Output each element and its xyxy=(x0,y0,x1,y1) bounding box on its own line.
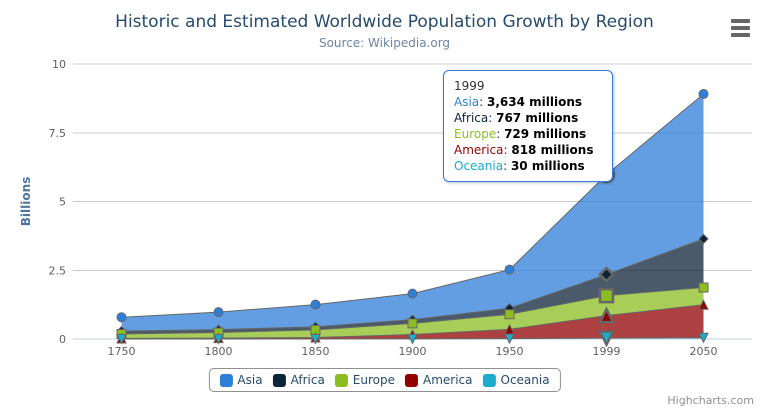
tooltip-row-asia: Asia: 3,634 millions xyxy=(454,94,602,110)
data-point-marker-europe[interactable] xyxy=(504,309,515,320)
data-point-marker-asia[interactable] xyxy=(698,89,709,100)
y-axis-label: 10 xyxy=(52,58,66,71)
data-point-marker-oceania[interactable] xyxy=(597,330,616,348)
data-point-marker-america[interactable] xyxy=(597,306,616,324)
legend-label: Asia xyxy=(237,373,263,387)
legend-swatch-icon xyxy=(482,373,496,387)
data-point-marker-asia[interactable] xyxy=(504,264,515,275)
data-point-marker-asia[interactable] xyxy=(213,307,224,318)
tooltip-row-oceania: Oceania: 30 millions xyxy=(454,158,602,174)
data-point-marker-asia[interactable] xyxy=(310,299,321,310)
legend-item-africa[interactable]: Africa xyxy=(272,373,325,387)
tooltip-row-europe: Europe: 729 millions xyxy=(454,126,602,142)
tooltip-value: 729 millions xyxy=(504,127,587,141)
x-axis-label: 1850 xyxy=(302,345,330,358)
highcharts-credit[interactable]: Highcharts.com xyxy=(667,394,754,407)
chart-subtitle: Source: Wikipedia.org xyxy=(318,36,451,50)
tooltip-series-name: America xyxy=(454,143,504,157)
data-point-marker-africa[interactable] xyxy=(698,233,709,245)
legend-swatch-icon xyxy=(219,373,233,387)
x-axis-label: 1950 xyxy=(496,345,524,358)
tooltip-series-name: Europe xyxy=(454,127,497,141)
y-axis-label: 5 xyxy=(59,196,66,209)
tooltip-value: 30 millions xyxy=(510,159,585,173)
hamburger-icon xyxy=(731,26,750,30)
hamburger-icon xyxy=(731,33,750,37)
data-point-marker-africa[interactable] xyxy=(598,266,615,283)
tooltip-series-name: Oceania xyxy=(454,159,504,173)
legend-swatch-icon xyxy=(405,373,419,387)
y-axis-label: 2.5 xyxy=(49,264,67,277)
tooltip-value: 3,634 millions xyxy=(487,95,583,109)
data-point-marker-europe[interactable] xyxy=(598,287,615,304)
data-point-marker-asia[interactable] xyxy=(116,312,127,323)
area-asia xyxy=(121,94,704,332)
x-axis-label: 1750 xyxy=(108,345,136,358)
data-point-marker-asia[interactable] xyxy=(407,288,418,299)
tooltip-series-name: Africa xyxy=(454,111,489,125)
legend-label: Africa xyxy=(290,373,325,387)
legend-item-america[interactable]: America xyxy=(405,373,473,387)
tooltip-value: 818 millions xyxy=(511,143,594,157)
legend-label: Europe xyxy=(352,373,396,387)
legend-swatch-icon xyxy=(272,373,286,387)
tooltip-series-name: Asia xyxy=(454,95,480,109)
data-point-marker-america[interactable] xyxy=(698,299,709,310)
tooltip-separator: : xyxy=(496,127,505,141)
export-menu-button[interactable] xyxy=(731,19,750,37)
area-africa xyxy=(121,238,704,334)
hamburger-icon xyxy=(731,19,750,23)
area-america xyxy=(121,304,704,339)
tooltip-separator: : xyxy=(503,143,512,157)
tooltip-separator: : xyxy=(503,159,511,173)
data-point-marker-oceania[interactable] xyxy=(407,333,418,345)
tooltip-row-america: America: 818 millions xyxy=(454,142,602,158)
x-axis-label: 1999 xyxy=(593,345,621,358)
legend-swatch-icon xyxy=(334,373,348,387)
legend-item-europe[interactable]: Europe xyxy=(334,373,396,387)
tooltip-separator: : xyxy=(488,111,497,125)
chart-title: Historic and Estimated Worldwide Populat… xyxy=(115,12,654,32)
tooltip: 1999 Asia: 3,634 millions Africa: 767 mil… xyxy=(443,70,613,182)
y-axis-label: 7.5 xyxy=(49,127,67,140)
legend-item-oceania[interactable]: Oceania xyxy=(482,373,550,387)
data-point-marker-europe[interactable] xyxy=(698,282,709,293)
data-point-marker-oceania[interactable] xyxy=(310,333,321,345)
data-point-marker-oceania[interactable] xyxy=(213,333,224,345)
x-axis-label: 1900 xyxy=(399,345,427,358)
x-axis-label: 1800 xyxy=(205,345,233,358)
tooltip-row-africa: Africa: 767 millions xyxy=(454,110,602,126)
data-point-marker-oceania[interactable] xyxy=(116,333,127,345)
x-axis-label: 2050 xyxy=(690,345,718,358)
legend-label: America xyxy=(423,373,473,387)
tooltip-header: 1999 xyxy=(454,79,485,93)
legend-item-asia[interactable]: Asia xyxy=(219,373,263,387)
y-axis-label: 0 xyxy=(59,333,66,346)
legend: Asia Africa Europe America Oceania xyxy=(208,368,561,392)
data-point-marker-oceania[interactable] xyxy=(504,333,515,345)
data-point-marker-oceania[interactable] xyxy=(698,332,709,344)
y-axis-title: Billions xyxy=(19,177,33,227)
tooltip-separator: : xyxy=(479,95,488,109)
data-point-marker-europe[interactable] xyxy=(407,318,418,329)
tooltip-value: 767 millions xyxy=(496,111,579,125)
legend-label: Oceania xyxy=(500,373,550,387)
